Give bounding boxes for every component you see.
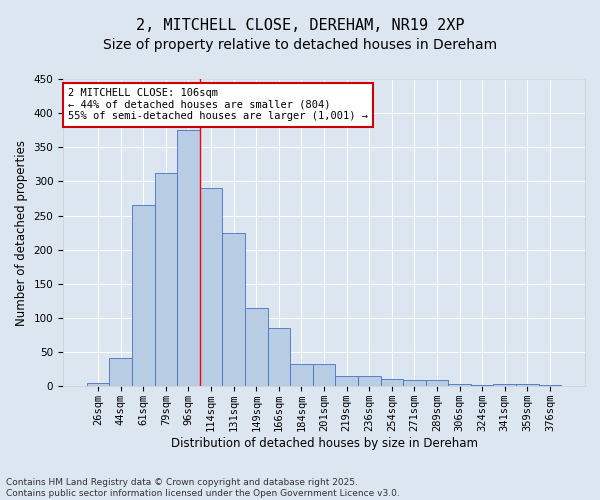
Bar [245, 308, 268, 386]
Bar [200, 188, 223, 386]
Bar [358, 376, 380, 386]
Bar [290, 364, 313, 386]
Bar [223, 232, 245, 386]
Bar [539, 385, 561, 386]
Y-axis label: Number of detached properties: Number of detached properties [15, 140, 28, 326]
Bar [87, 383, 109, 386]
Bar [155, 173, 177, 386]
Text: 2 MITCHELL CLOSE: 106sqm
← 44% of detached houses are smaller (804)
55% of semi-: 2 MITCHELL CLOSE: 106sqm ← 44% of detach… [68, 88, 368, 122]
Bar [335, 376, 358, 386]
Bar [380, 380, 403, 386]
Bar [268, 328, 290, 386]
Bar [471, 385, 493, 386]
Bar [132, 206, 155, 386]
Bar [109, 358, 132, 386]
Bar [516, 384, 539, 386]
Bar [493, 384, 516, 386]
Bar [425, 380, 448, 386]
Text: Size of property relative to detached houses in Dereham: Size of property relative to detached ho… [103, 38, 497, 52]
Text: Contains HM Land Registry data © Crown copyright and database right 2025.
Contai: Contains HM Land Registry data © Crown c… [6, 478, 400, 498]
X-axis label: Distribution of detached houses by size in Dereham: Distribution of detached houses by size … [170, 437, 478, 450]
Bar [403, 380, 425, 386]
Bar [177, 130, 200, 386]
Bar [313, 364, 335, 386]
Bar [448, 384, 471, 386]
Text: 2, MITCHELL CLOSE, DEREHAM, NR19 2XP: 2, MITCHELL CLOSE, DEREHAM, NR19 2XP [136, 18, 464, 32]
